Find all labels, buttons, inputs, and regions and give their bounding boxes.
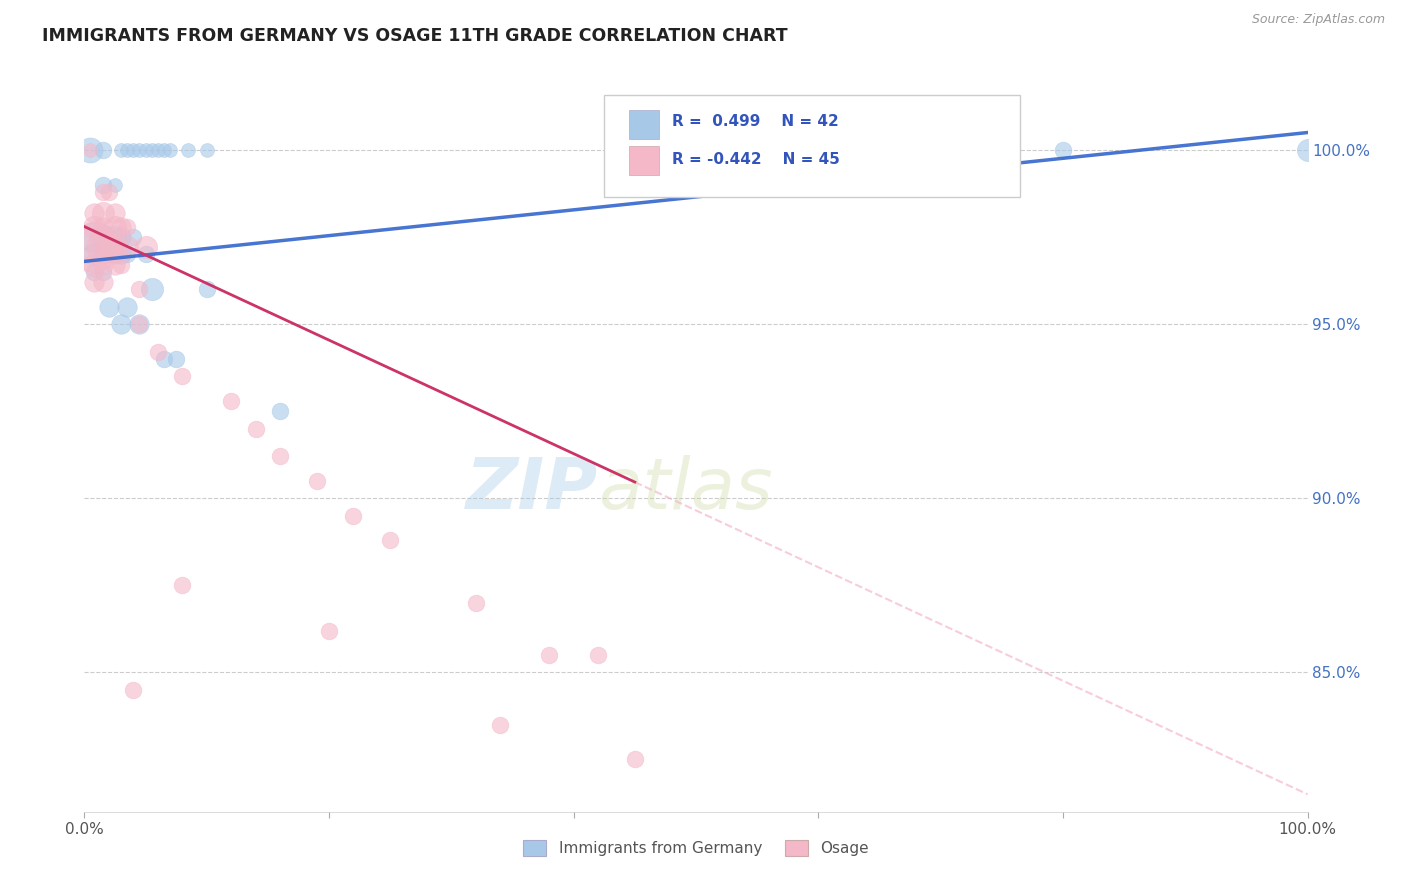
Point xyxy=(79,143,101,157)
Bar xyxy=(628,146,659,176)
Point xyxy=(115,300,138,314)
Text: atlas: atlas xyxy=(598,456,773,524)
Point xyxy=(110,247,132,261)
Point xyxy=(380,533,402,547)
Point xyxy=(91,178,114,192)
Point xyxy=(128,143,150,157)
Point xyxy=(110,317,132,331)
Y-axis label: 11th Grade: 11th Grade xyxy=(0,402,7,490)
Point xyxy=(91,143,114,157)
Point xyxy=(104,258,127,272)
Point xyxy=(146,345,169,359)
Point xyxy=(146,143,169,157)
Point xyxy=(97,185,120,199)
Point xyxy=(83,247,105,261)
Point xyxy=(83,275,105,289)
Point xyxy=(624,752,647,766)
Point xyxy=(91,247,114,261)
Point xyxy=(269,450,291,464)
Point xyxy=(489,717,512,731)
Point xyxy=(141,282,163,296)
Text: IMMIGRANTS FROM GERMANY VS OSAGE 11TH GRADE CORRELATION CHART: IMMIGRANTS FROM GERMANY VS OSAGE 11TH GR… xyxy=(42,27,787,45)
Point xyxy=(104,247,127,261)
Text: R = -0.442    N = 45: R = -0.442 N = 45 xyxy=(672,152,839,167)
Point xyxy=(91,240,114,254)
Point xyxy=(747,143,769,157)
Point xyxy=(104,205,127,219)
Point xyxy=(91,219,114,234)
Point xyxy=(83,258,105,272)
Text: ZIP: ZIP xyxy=(465,456,598,524)
Point xyxy=(115,247,138,261)
Point xyxy=(83,230,105,244)
Point xyxy=(83,205,105,219)
Point xyxy=(128,317,150,331)
Point xyxy=(135,143,157,157)
Point xyxy=(115,143,138,157)
Point xyxy=(115,219,138,234)
Point xyxy=(110,258,132,272)
Point xyxy=(91,185,114,199)
Point xyxy=(269,404,291,418)
Point xyxy=(83,240,105,254)
Point xyxy=(1296,143,1319,157)
Point xyxy=(91,205,114,219)
Point xyxy=(464,596,486,610)
Point xyxy=(91,265,114,279)
Point xyxy=(110,143,132,157)
Point xyxy=(104,230,127,244)
Point xyxy=(245,421,267,435)
Point xyxy=(141,143,163,157)
Point xyxy=(318,624,340,638)
Point xyxy=(97,300,120,314)
Point xyxy=(153,143,176,157)
Point xyxy=(159,143,181,157)
Legend: Immigrants from Germany, Osage: Immigrants from Germany, Osage xyxy=(517,834,875,863)
Point xyxy=(165,351,187,366)
Point xyxy=(1052,143,1074,157)
Point xyxy=(177,143,200,157)
Text: Source: ZipAtlas.com: Source: ZipAtlas.com xyxy=(1251,13,1385,27)
Text: R =  0.499    N = 42: R = 0.499 N = 42 xyxy=(672,114,838,129)
Point xyxy=(195,282,218,296)
Point xyxy=(97,240,120,254)
Point xyxy=(110,219,132,234)
Point xyxy=(91,230,114,244)
Point xyxy=(172,578,194,592)
Point xyxy=(305,474,328,488)
Point xyxy=(172,369,194,384)
Point xyxy=(219,393,242,408)
Point xyxy=(586,648,609,662)
Point xyxy=(153,351,176,366)
Point xyxy=(195,143,218,157)
Point xyxy=(122,682,145,697)
FancyBboxPatch shape xyxy=(605,95,1021,197)
Point xyxy=(104,219,127,234)
Point xyxy=(104,178,127,192)
Point xyxy=(110,230,132,244)
Point xyxy=(122,230,145,244)
Point xyxy=(128,282,150,296)
Point xyxy=(135,247,157,261)
Point xyxy=(79,143,101,157)
Point xyxy=(538,648,561,662)
Point xyxy=(128,317,150,331)
Point xyxy=(115,240,138,254)
Point xyxy=(83,265,105,279)
Bar xyxy=(628,110,659,139)
Point xyxy=(104,240,127,254)
Point xyxy=(83,219,105,234)
Point xyxy=(122,143,145,157)
Point xyxy=(91,275,114,289)
Point xyxy=(342,508,364,523)
Point xyxy=(135,240,157,254)
Point xyxy=(91,258,114,272)
